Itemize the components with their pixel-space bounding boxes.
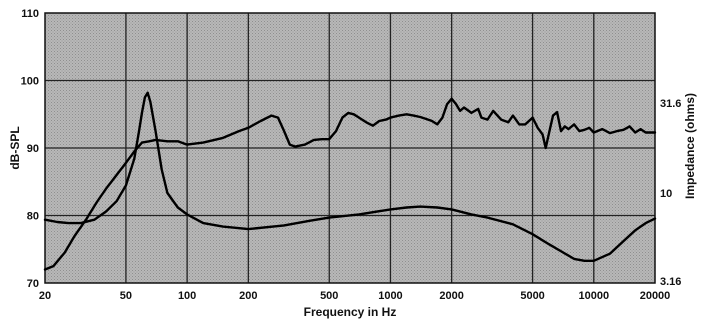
x-tick-label: 2000 bbox=[439, 290, 463, 302]
y2-tick-label: 10 bbox=[660, 188, 672, 200]
x-tick-label: 1000 bbox=[378, 290, 402, 302]
y-tick-label: 90 bbox=[27, 143, 39, 155]
x-tick-label: 5000 bbox=[520, 290, 544, 302]
y-tick-label: 80 bbox=[27, 211, 39, 223]
x-tick-label: 20000 bbox=[640, 290, 671, 302]
x-axis-ticks: 20 50 100 200 500 1000 2000 5000 10000 20000 bbox=[39, 290, 670, 302]
y2-axis-title: Impedance (ohms) bbox=[683, 93, 697, 199]
x-tick-label: 200 bbox=[239, 290, 257, 302]
series-layer bbox=[43, 91, 657, 271]
y-axis-ticks: 70 80 90 100 110 bbox=[21, 8, 39, 290]
spl-response-line bbox=[43, 97, 657, 271]
y-tick-label: 70 bbox=[27, 278, 39, 290]
y2-axis-ticks: 3.16 10 31.6 bbox=[660, 98, 681, 288]
plot-frame bbox=[44, 12, 656, 284]
x-tick-label: 50 bbox=[120, 290, 132, 302]
x-tick-label: 20 bbox=[39, 290, 51, 302]
y-axis-title: dB-SPL bbox=[8, 126, 22, 169]
x-axis-title: Frequency in Hz bbox=[304, 305, 397, 319]
y-tick-label: 110 bbox=[21, 8, 39, 20]
y-tick-label: 100 bbox=[21, 76, 39, 88]
y2-tick-label: 31.6 bbox=[660, 98, 681, 110]
x-tick-label: 100 bbox=[178, 290, 196, 302]
x-tick-label: 10000 bbox=[578, 290, 609, 302]
x-tick-label: 500 bbox=[320, 290, 338, 302]
y2-tick-label: 3.16 bbox=[660, 276, 681, 288]
impedance-line bbox=[43, 91, 657, 262]
grid-lines bbox=[45, 13, 655, 283]
